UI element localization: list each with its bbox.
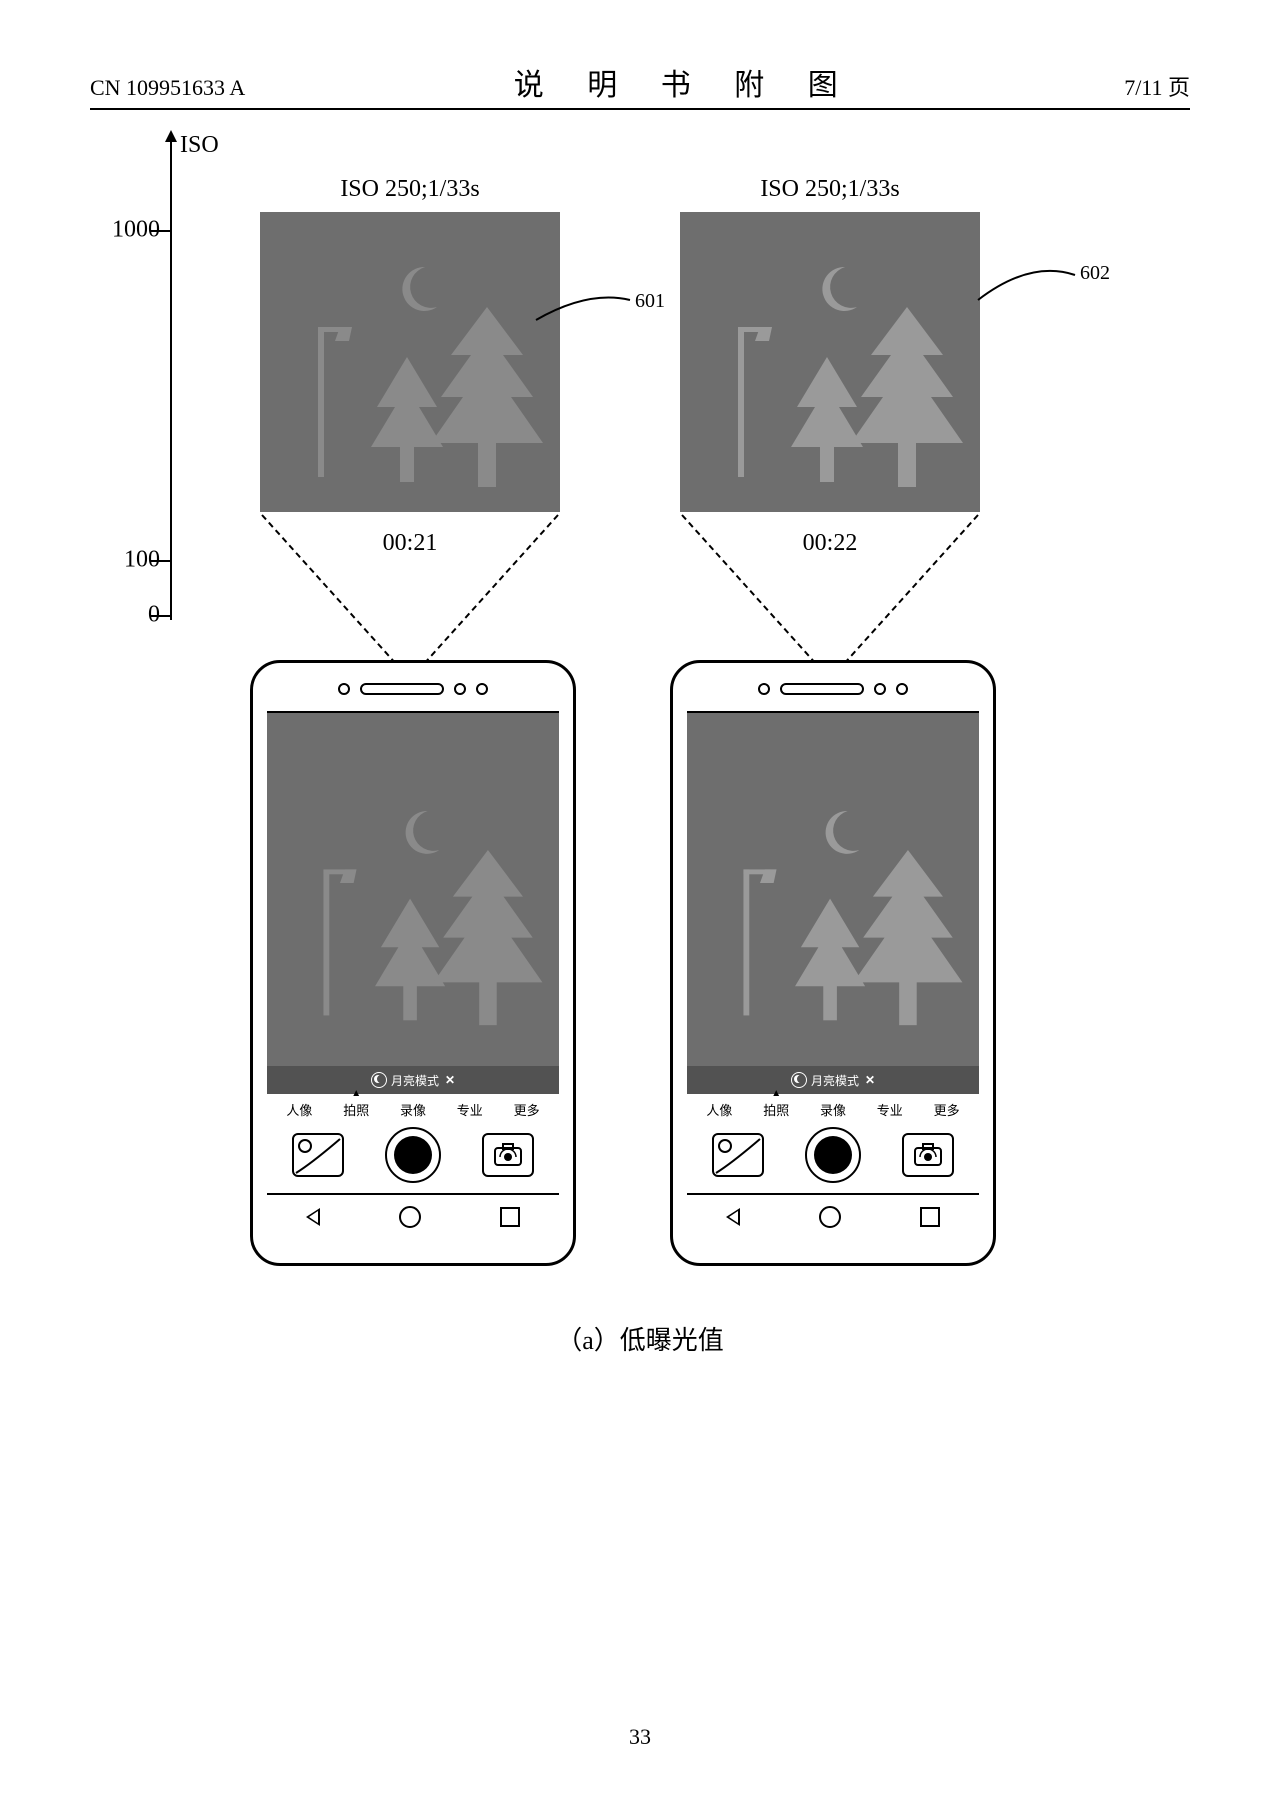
preview-frame-right bbox=[680, 212, 980, 512]
android-navbar bbox=[267, 1195, 559, 1239]
camera-mode-2[interactable]: 录像 bbox=[820, 1100, 846, 1119]
nav-back-icon[interactable] bbox=[306, 1208, 320, 1226]
axis-tick-label: 1000 bbox=[112, 217, 160, 244]
camera-mode-3[interactable]: 专业 bbox=[457, 1100, 483, 1119]
speaker-slot-icon bbox=[780, 683, 864, 695]
camera-mode-4[interactable]: 更多 bbox=[934, 1100, 960, 1119]
moon-mode-icon bbox=[371, 1072, 387, 1088]
axis-tick-label: 0 bbox=[148, 602, 160, 629]
night-scene-icon bbox=[260, 212, 560, 512]
sensor-dot-icon bbox=[476, 683, 488, 695]
phone-earpiece bbox=[253, 671, 573, 707]
shutter-button[interactable] bbox=[385, 1127, 441, 1183]
nav-back-icon[interactable] bbox=[726, 1208, 740, 1226]
shutter-button[interactable] bbox=[805, 1127, 861, 1183]
sensor-dot-icon bbox=[896, 683, 908, 695]
camera-mode-row: 人像 拍照 录像 专业 更多 bbox=[687, 1094, 979, 1121]
iso-label-right: ISO 250;1/33s bbox=[680, 176, 980, 203]
figure-caption: （a）低曝光值 bbox=[90, 1320, 1190, 1357]
sensor-dot-icon bbox=[338, 683, 350, 695]
nav-recent-icon[interactable] bbox=[500, 1207, 520, 1227]
sensor-dot-icon bbox=[758, 683, 770, 695]
camera-mode-0[interactable]: 人像 bbox=[706, 1100, 732, 1119]
night-scene-icon bbox=[687, 713, 979, 1094]
ref-601: 601 bbox=[635, 290, 665, 313]
sensor-dot-icon bbox=[874, 683, 886, 695]
nav-recent-icon[interactable] bbox=[920, 1207, 940, 1227]
camera-mode-1[interactable]: 拍照 bbox=[343, 1100, 369, 1119]
close-icon[interactable]: ✕ bbox=[445, 1073, 455, 1088]
camera-controls bbox=[687, 1121, 979, 1193]
ref-602: 602 bbox=[1080, 262, 1110, 285]
night-scene-icon bbox=[680, 212, 980, 512]
axis-title: ISO bbox=[180, 132, 219, 159]
close-icon[interactable]: ✕ bbox=[865, 1073, 875, 1088]
camera-mode-1[interactable]: 拍照 bbox=[763, 1100, 789, 1119]
phone-screen: 月亮模式 ✕ 人像 拍照 录像 专业 更多 bbox=[687, 711, 979, 1195]
axis-tick-label: 100 bbox=[124, 547, 160, 574]
switch-camera-button[interactable] bbox=[902, 1133, 954, 1177]
time-label-left: 00:21 bbox=[260, 530, 560, 557]
mode-banner-label: 月亮模式 bbox=[391, 1072, 439, 1089]
mode-banner: 月亮模式 ✕ bbox=[687, 1066, 979, 1094]
phone-earpiece bbox=[673, 671, 993, 707]
nav-home-icon[interactable] bbox=[819, 1206, 841, 1228]
phone-mockup-right: 月亮模式 ✕ 人像 拍照 录像 专业 更多 bbox=[670, 660, 996, 1266]
page-info: 7/11 页 bbox=[1124, 70, 1190, 102]
camera-controls bbox=[267, 1121, 559, 1193]
doc-number: CN 109951633 A bbox=[90, 75, 245, 101]
camera-mode-2[interactable]: 录像 bbox=[400, 1100, 426, 1119]
time-label-right: 00:22 bbox=[680, 530, 980, 557]
iso-label-left: ISO 250;1/33s bbox=[260, 176, 560, 203]
gallery-thumbnail[interactable] bbox=[712, 1133, 764, 1177]
camera-mode-3[interactable]: 专业 bbox=[877, 1100, 903, 1119]
leader-lines bbox=[90, 140, 1190, 640]
android-navbar bbox=[687, 1195, 979, 1239]
mode-banner: 月亮模式 ✕ bbox=[267, 1066, 559, 1094]
phone-screen: 月亮模式 ✕ 人像 拍照 录像 专业 更多 bbox=[267, 711, 559, 1195]
mode-banner-label: 月亮模式 bbox=[811, 1072, 859, 1089]
sensor-dot-icon bbox=[454, 683, 466, 695]
camera-mode-row: 人像 拍照 录像 专业 更多 bbox=[267, 1094, 559, 1121]
phone-mockup-left: 月亮模式 ✕ 人像 拍照 录像 专业 更多 bbox=[250, 660, 576, 1266]
camera-mode-0[interactable]: 人像 bbox=[286, 1100, 312, 1119]
page-number: 33 bbox=[0, 1724, 1280, 1750]
speaker-slot-icon bbox=[360, 683, 444, 695]
page-header: CN 109951633 A 说 明 书 附 图 7/11 页 bbox=[90, 60, 1190, 110]
y-axis bbox=[170, 140, 172, 620]
figure: ISO 10001000 ISO 250;1/33s 00:21 ISO 250… bbox=[90, 140, 1190, 1340]
camera-viewfinder[interactable]: 月亮模式 ✕ bbox=[267, 713, 559, 1094]
camera-viewfinder[interactable]: 月亮模式 ✕ bbox=[687, 713, 979, 1094]
camera-mode-4[interactable]: 更多 bbox=[514, 1100, 540, 1119]
switch-camera-icon bbox=[493, 1143, 523, 1167]
night-scene-icon bbox=[267, 713, 559, 1094]
nav-home-icon[interactable] bbox=[399, 1206, 421, 1228]
preview-frame-left bbox=[260, 212, 560, 512]
gallery-thumbnail[interactable] bbox=[292, 1133, 344, 1177]
moon-mode-icon bbox=[791, 1072, 807, 1088]
switch-camera-button[interactable] bbox=[482, 1133, 534, 1177]
section-title: 说 明 书 附 图 bbox=[514, 60, 856, 104]
switch-camera-icon bbox=[913, 1143, 943, 1167]
